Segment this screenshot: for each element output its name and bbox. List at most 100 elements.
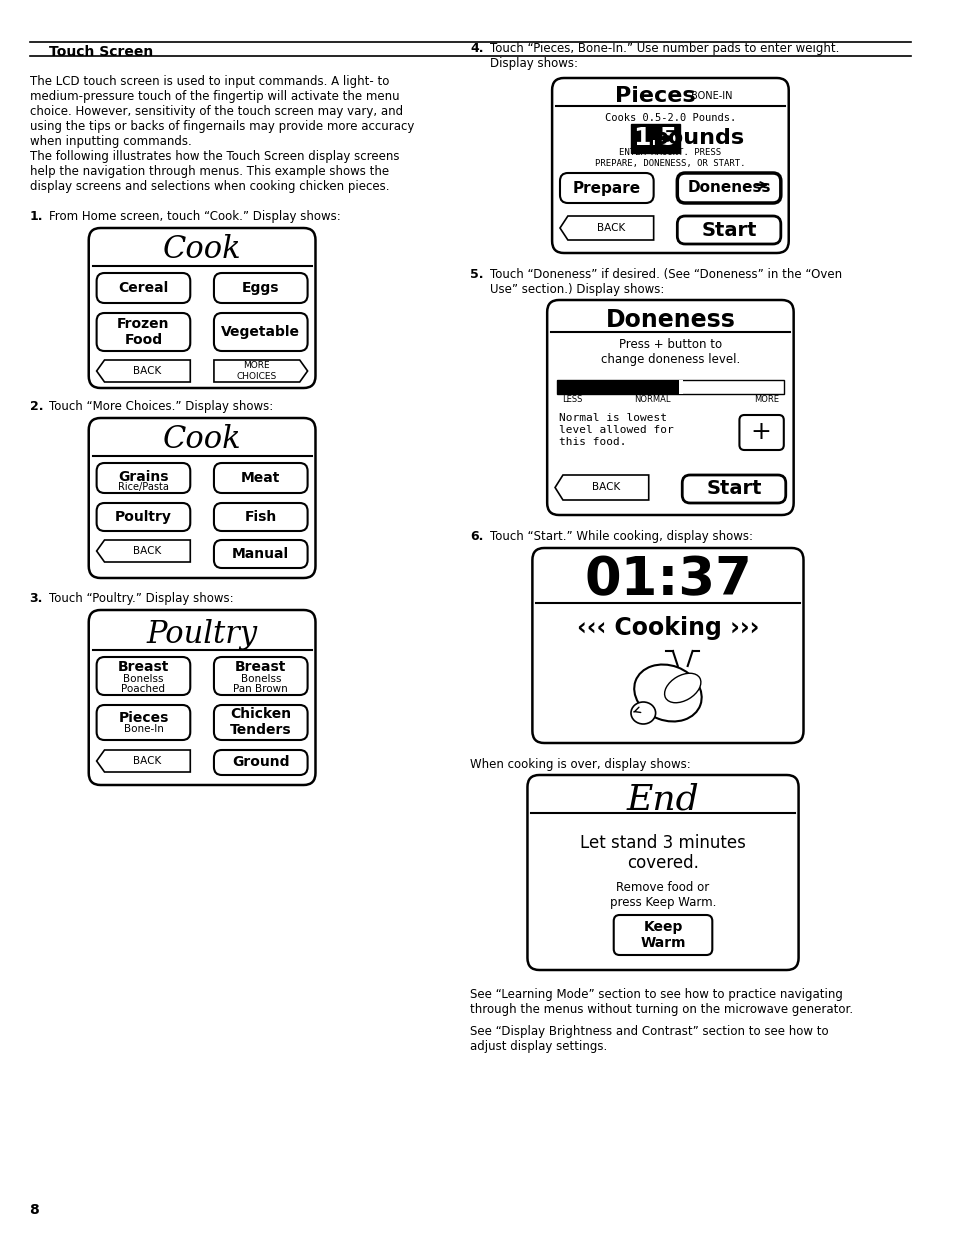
Text: Cook: Cook bbox=[163, 235, 241, 266]
Text: From Home screen, touch “Cook.” Display shows:: From Home screen, touch “Cook.” Display … bbox=[50, 210, 340, 224]
Text: BACK: BACK bbox=[133, 366, 161, 375]
Text: Start: Start bbox=[706, 479, 761, 499]
Text: Touch “Start.” While cooking, display shows:: Touch “Start.” While cooking, display sh… bbox=[490, 530, 752, 543]
FancyBboxPatch shape bbox=[532, 548, 802, 743]
Text: When cooking is over, display shows:: When cooking is over, display shows: bbox=[470, 758, 690, 771]
Text: +: + bbox=[750, 420, 771, 445]
Text: Rice/Pasta: Rice/Pasta bbox=[118, 482, 169, 492]
FancyBboxPatch shape bbox=[213, 273, 307, 303]
FancyBboxPatch shape bbox=[552, 78, 788, 253]
Text: Breast: Breast bbox=[117, 659, 169, 674]
Bar bbox=[679, 380, 682, 394]
FancyBboxPatch shape bbox=[213, 463, 307, 493]
Text: Doneness: Doneness bbox=[687, 180, 771, 195]
Text: Pan Brown: Pan Brown bbox=[233, 684, 288, 694]
FancyBboxPatch shape bbox=[213, 312, 307, 351]
Text: LESS: LESS bbox=[561, 395, 581, 405]
FancyBboxPatch shape bbox=[213, 657, 307, 695]
Text: Doneness: Doneness bbox=[605, 308, 735, 332]
Text: Chicken
Tenders: Chicken Tenders bbox=[230, 706, 292, 737]
Text: 5.: 5. bbox=[470, 268, 483, 282]
Text: Eggs: Eggs bbox=[242, 282, 279, 295]
FancyBboxPatch shape bbox=[213, 705, 307, 740]
Text: BONE-IN: BONE-IN bbox=[690, 91, 732, 101]
FancyBboxPatch shape bbox=[677, 173, 780, 203]
Text: Touch “Doneness” if desired. (See “Doneness” in the “Oven
Use” section.) Display: Touch “Doneness” if desired. (See “Donen… bbox=[490, 268, 841, 296]
Text: Bonelss: Bonelss bbox=[123, 674, 164, 684]
Text: Touch Screen: Touch Screen bbox=[50, 44, 153, 59]
FancyBboxPatch shape bbox=[89, 417, 315, 578]
Bar bbox=[557, 380, 783, 394]
Ellipse shape bbox=[630, 701, 655, 724]
Text: See “Display Brightness and Contrast” section to see how to
adjust display setti: See “Display Brightness and Contrast” se… bbox=[470, 1025, 828, 1053]
Text: 2.: 2. bbox=[30, 400, 43, 412]
Text: Press + button to
change doneness level.: Press + button to change doneness level. bbox=[600, 338, 740, 366]
Text: Let stand 3 minutes
covered.: Let stand 3 minutes covered. bbox=[579, 834, 745, 872]
Text: Keep
Warm: Keep Warm bbox=[639, 920, 685, 950]
Polygon shape bbox=[555, 475, 648, 500]
FancyBboxPatch shape bbox=[96, 705, 190, 740]
FancyBboxPatch shape bbox=[96, 273, 190, 303]
Text: Start: Start bbox=[701, 221, 757, 240]
Text: 3.: 3. bbox=[30, 592, 43, 605]
FancyBboxPatch shape bbox=[739, 415, 783, 450]
FancyBboxPatch shape bbox=[213, 503, 307, 531]
FancyBboxPatch shape bbox=[96, 657, 190, 695]
Text: BACK: BACK bbox=[133, 546, 161, 556]
Text: Vegetable: Vegetable bbox=[221, 325, 300, 338]
Text: The LCD touch screen is used to input commands. A light- to
medium-pressure touc: The LCD touch screen is used to input co… bbox=[30, 75, 414, 148]
Text: MORE: MORE bbox=[753, 395, 778, 405]
FancyBboxPatch shape bbox=[96, 463, 190, 493]
Text: 1.5: 1.5 bbox=[633, 126, 677, 149]
Text: Meat: Meat bbox=[241, 471, 280, 485]
Text: Touch “Poultry.” Display shows:: Touch “Poultry.” Display shows: bbox=[50, 592, 233, 605]
Text: Cook: Cook bbox=[163, 425, 241, 456]
FancyBboxPatch shape bbox=[89, 610, 315, 785]
FancyBboxPatch shape bbox=[96, 503, 190, 531]
Text: Remove food or
press Keep Warm.: Remove food or press Keep Warm. bbox=[609, 881, 716, 909]
FancyBboxPatch shape bbox=[89, 228, 315, 388]
Text: 01:37: 01:37 bbox=[583, 555, 751, 606]
Polygon shape bbox=[96, 540, 190, 562]
Text: Pieces: Pieces bbox=[615, 86, 695, 106]
Text: Grains: Grains bbox=[118, 471, 169, 484]
Text: Fish: Fish bbox=[244, 510, 276, 524]
Text: Pieces: Pieces bbox=[118, 711, 169, 725]
Polygon shape bbox=[96, 750, 190, 772]
FancyBboxPatch shape bbox=[547, 300, 793, 515]
Text: Bone-In: Bone-In bbox=[123, 724, 163, 734]
Text: 6.: 6. bbox=[470, 530, 483, 543]
Text: pounds: pounds bbox=[651, 128, 743, 148]
Text: See “Learning Mode” section to see how to practice navigating
through the menus : See “Learning Mode” section to see how t… bbox=[470, 988, 853, 1016]
Ellipse shape bbox=[634, 664, 701, 721]
Text: Breast: Breast bbox=[234, 659, 286, 674]
Text: Manual: Manual bbox=[232, 547, 289, 561]
Text: End: End bbox=[626, 782, 699, 816]
Text: Normal is lowest
level allowed for
this food.: Normal is lowest level allowed for this … bbox=[558, 414, 673, 447]
Text: 1.: 1. bbox=[30, 210, 43, 224]
Text: ENTER AMOUNT. PRESS
PREPARE, DONENESS, OR START.: ENTER AMOUNT. PRESS PREPARE, DONENESS, O… bbox=[595, 148, 745, 168]
Text: The following illustrates how the Touch Screen display screens
help the navigati: The following illustrates how the Touch … bbox=[30, 149, 398, 193]
Polygon shape bbox=[96, 359, 190, 382]
Text: BACK: BACK bbox=[591, 483, 619, 493]
Text: Prepare: Prepare bbox=[572, 180, 639, 195]
FancyBboxPatch shape bbox=[213, 540, 307, 568]
Text: Frozen
Food: Frozen Food bbox=[117, 317, 170, 347]
Text: Touch “Pieces, Bone-In.” Use number pads to enter weight.
Display shows:: Touch “Pieces, Bone-In.” Use number pads… bbox=[490, 42, 839, 70]
Text: 8: 8 bbox=[30, 1203, 39, 1216]
FancyBboxPatch shape bbox=[677, 216, 780, 245]
Text: BACK: BACK bbox=[596, 224, 624, 233]
Text: MORE
CHOICES: MORE CHOICES bbox=[236, 362, 276, 380]
Text: Ground: Ground bbox=[232, 755, 289, 769]
FancyBboxPatch shape bbox=[96, 312, 190, 351]
Text: Poultry: Poultry bbox=[147, 619, 257, 650]
Bar bbox=[557, 380, 680, 394]
FancyBboxPatch shape bbox=[613, 915, 712, 955]
FancyBboxPatch shape bbox=[559, 173, 653, 203]
Polygon shape bbox=[559, 216, 653, 240]
FancyBboxPatch shape bbox=[681, 475, 785, 503]
Text: Cooks 0.5-2.0 Pounds.: Cooks 0.5-2.0 Pounds. bbox=[604, 112, 736, 124]
Polygon shape bbox=[213, 359, 307, 382]
Text: Poultry: Poultry bbox=[115, 510, 172, 524]
Text: Touch “More Choices.” Display shows:: Touch “More Choices.” Display shows: bbox=[50, 400, 274, 412]
